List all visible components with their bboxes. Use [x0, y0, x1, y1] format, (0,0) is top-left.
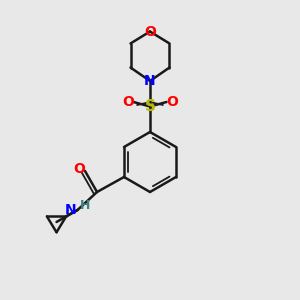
Text: O: O [144, 25, 156, 38]
Text: N: N [64, 203, 76, 217]
Text: N: N [144, 74, 156, 88]
Text: O: O [166, 95, 178, 109]
Text: O: O [74, 162, 85, 176]
Text: S: S [145, 99, 155, 114]
Text: O: O [122, 95, 134, 109]
Text: H: H [80, 199, 90, 212]
